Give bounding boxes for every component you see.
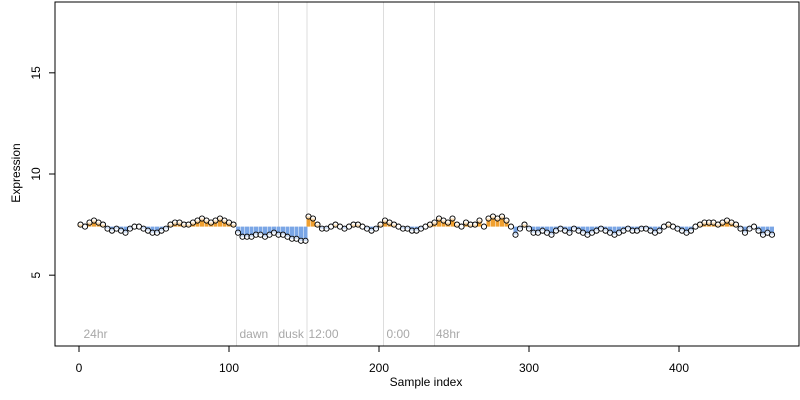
data-point bbox=[377, 221, 384, 228]
x-tick-label: 300 bbox=[519, 361, 539, 375]
y-tick-label: 15 bbox=[29, 66, 43, 80]
data-point bbox=[431, 219, 438, 226]
region-label: 0:00 bbox=[387, 327, 411, 341]
plot-frame bbox=[54, 1, 800, 347]
data-point bbox=[230, 221, 237, 228]
region-label: 12:00 bbox=[309, 327, 339, 341]
y-axis-title: Expression bbox=[9, 143, 23, 202]
data-point bbox=[521, 221, 528, 228]
region-label: 48hr bbox=[436, 327, 460, 341]
data-point bbox=[741, 229, 749, 236]
region-label: dawn bbox=[240, 327, 269, 341]
region-label: 24hr bbox=[84, 327, 108, 341]
x-axis-title: Sample index bbox=[390, 375, 463, 389]
data-point bbox=[444, 219, 452, 226]
data-point bbox=[512, 231, 519, 238]
data-point bbox=[750, 223, 758, 230]
data-point bbox=[81, 223, 89, 230]
data-point bbox=[525, 225, 533, 232]
data-point bbox=[687, 227, 695, 234]
data-point bbox=[162, 225, 170, 232]
x-axis: 0 100 200 300 400 bbox=[76, 345, 689, 375]
data-point bbox=[476, 217, 483, 224]
data-point bbox=[99, 221, 107, 228]
y-tick-label: 10 bbox=[29, 167, 43, 181]
x-tick-label: 0 bbox=[76, 361, 83, 375]
data-point bbox=[314, 221, 321, 228]
data-point bbox=[458, 223, 465, 230]
data-point bbox=[372, 225, 380, 232]
data-point bbox=[122, 229, 129, 236]
x-tick-label: 100 bbox=[219, 361, 239, 375]
x-tick-label: 200 bbox=[369, 361, 389, 375]
y-tick-label: 5 bbox=[29, 272, 43, 279]
y-axis: 5 10 15 bbox=[29, 66, 56, 279]
region-labels: 24hr dawn dusk 12:00 0:00 48hr bbox=[84, 327, 461, 341]
data-point bbox=[302, 237, 309, 244]
data-point bbox=[768, 231, 776, 238]
data-point bbox=[732, 221, 740, 228]
data-point bbox=[309, 215, 317, 222]
x-tick-label: 400 bbox=[669, 361, 689, 375]
data-points bbox=[77, 213, 776, 244]
region-label: dusk bbox=[279, 327, 305, 341]
data-point bbox=[548, 231, 555, 238]
data-point bbox=[507, 223, 515, 230]
data-point bbox=[755, 227, 762, 234]
data-point bbox=[516, 225, 524, 232]
data-point bbox=[480, 223, 488, 230]
data-point bbox=[471, 221, 479, 228]
data-point bbox=[449, 215, 456, 222]
data-point bbox=[234, 229, 242, 236]
data-point bbox=[498, 213, 506, 220]
region-dividers bbox=[236, 2, 435, 346]
data-point bbox=[737, 225, 744, 232]
data-point bbox=[566, 229, 573, 236]
data-point bbox=[503, 217, 510, 224]
data-point bbox=[656, 227, 663, 234]
